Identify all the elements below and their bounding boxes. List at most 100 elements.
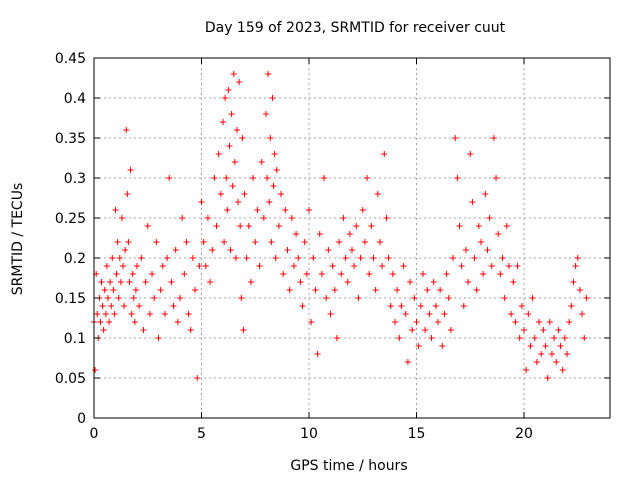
data-point bbox=[104, 295, 111, 301]
data-point bbox=[94, 311, 101, 317]
data-point bbox=[290, 263, 297, 269]
data-point bbox=[113, 271, 120, 277]
data-point bbox=[344, 279, 351, 285]
data-point bbox=[237, 223, 244, 229]
data-point bbox=[238, 295, 245, 301]
data-point bbox=[140, 327, 147, 333]
data-point bbox=[486, 215, 493, 221]
data-point bbox=[583, 295, 590, 301]
data-point bbox=[116, 255, 123, 261]
data-point bbox=[426, 311, 433, 317]
data-point bbox=[303, 271, 310, 277]
data-point bbox=[278, 191, 285, 197]
data-point bbox=[131, 319, 138, 325]
data-point bbox=[323, 295, 330, 301]
data-point bbox=[118, 215, 125, 221]
data-point bbox=[220, 119, 226, 125]
data-point bbox=[227, 247, 234, 253]
data-point bbox=[115, 295, 122, 301]
data-point bbox=[280, 271, 287, 277]
data-point bbox=[157, 287, 164, 293]
data-point bbox=[435, 319, 441, 325]
data-point bbox=[297, 279, 304, 285]
data-point bbox=[333, 335, 340, 341]
data-point bbox=[555, 327, 562, 333]
data-point bbox=[146, 311, 153, 317]
data-point bbox=[107, 279, 114, 285]
data-point bbox=[331, 287, 338, 293]
data-point bbox=[559, 367, 566, 373]
data-point bbox=[456, 223, 463, 229]
data-point bbox=[299, 303, 306, 309]
data-point bbox=[458, 263, 465, 269]
data-point bbox=[568, 303, 575, 309]
data-point bbox=[564, 351, 570, 357]
data-point bbox=[540, 327, 547, 333]
data-point bbox=[527, 343, 534, 349]
data-point bbox=[376, 239, 383, 245]
data-point bbox=[103, 263, 110, 269]
data-point bbox=[469, 199, 476, 205]
data-point bbox=[342, 255, 349, 261]
data-point bbox=[204, 215, 211, 221]
data-point bbox=[275, 223, 282, 229]
data-point bbox=[546, 319, 553, 325]
data-point bbox=[264, 175, 271, 181]
data-point bbox=[402, 311, 409, 317]
data-point bbox=[413, 319, 420, 325]
data-point bbox=[288, 215, 295, 221]
data-point bbox=[381, 151, 388, 157]
data-point bbox=[207, 279, 214, 285]
data-point bbox=[336, 239, 343, 245]
data-point bbox=[572, 263, 579, 269]
data-point bbox=[229, 183, 236, 189]
data-point bbox=[482, 191, 489, 197]
data-point bbox=[211, 175, 218, 181]
data-point bbox=[398, 303, 405, 309]
data-point bbox=[222, 95, 229, 101]
data-point bbox=[447, 327, 454, 333]
data-point bbox=[385, 255, 392, 261]
data-point bbox=[516, 335, 523, 341]
data-point bbox=[544, 375, 551, 381]
data-point bbox=[270, 183, 277, 189]
data-point bbox=[301, 239, 308, 245]
data-point bbox=[566, 319, 573, 325]
data-point bbox=[170, 303, 177, 309]
data-point bbox=[503, 223, 510, 229]
data-point bbox=[428, 335, 435, 341]
data-point bbox=[123, 127, 130, 133]
data-point bbox=[155, 335, 162, 341]
data-point bbox=[366, 271, 373, 277]
data-point bbox=[471, 255, 478, 261]
data-point bbox=[295, 255, 302, 261]
y-tick-label: 0.05 bbox=[55, 371, 86, 387]
data-point bbox=[340, 215, 347, 221]
data-point bbox=[112, 207, 119, 213]
data-point bbox=[512, 319, 519, 325]
data-point bbox=[484, 247, 491, 253]
data-point bbox=[338, 271, 345, 277]
data-point bbox=[110, 287, 117, 293]
data-point bbox=[394, 287, 401, 293]
data-point bbox=[383, 215, 390, 221]
data-point bbox=[252, 239, 259, 245]
data-point bbox=[267, 135, 274, 141]
data-point bbox=[263, 111, 269, 117]
data-point bbox=[164, 255, 171, 261]
data-point bbox=[209, 247, 216, 253]
data-point bbox=[415, 343, 422, 349]
x-tick-label: 15 bbox=[408, 426, 426, 442]
data-point bbox=[368, 223, 375, 229]
data-point bbox=[467, 151, 474, 157]
data-point bbox=[260, 215, 267, 221]
data-point bbox=[223, 175, 230, 181]
data-point bbox=[501, 295, 508, 301]
data-point bbox=[215, 151, 222, 157]
data-point bbox=[490, 135, 497, 141]
data-point bbox=[359, 207, 366, 213]
y-axis-label: SRMTID / TECUs bbox=[10, 183, 26, 296]
data-point bbox=[424, 287, 431, 293]
x-tick-label: 5 bbox=[197, 426, 206, 442]
data-point bbox=[126, 279, 133, 285]
